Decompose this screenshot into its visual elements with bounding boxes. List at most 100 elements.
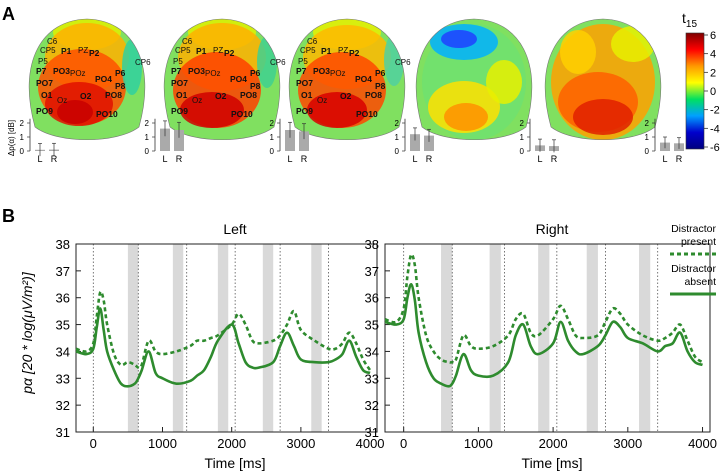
scalp-blob [573,99,633,135]
electrode-label: Oz [317,96,327,105]
y-tick-label: 37 [56,264,70,279]
scalp-outline [28,18,146,140]
electrode-label: P7 [296,66,307,76]
series-line-distractor-present [75,290,372,371]
electrode-label: P8 [250,81,261,91]
shaded-band [217,244,229,432]
electrode-label: PZ [213,46,223,55]
legend-present-label-1: Distractor [671,223,716,235]
electrode-label: P7 [36,66,47,76]
electrode-label: O2 [215,91,227,101]
electrode-label: PO4 [95,74,112,84]
electrode-label: PO3 [53,66,70,76]
electrode-label: PZ [78,46,88,55]
bar-inset: 2 1 0 L R [145,118,184,164]
shaded-band [639,244,651,432]
chart-left-ylabel: pα [20 * log(μV/m²)] [19,271,35,395]
electrode-label: Oz [192,96,202,105]
electrode-label: PO3 [313,66,330,76]
inset-bar [299,131,309,151]
electrode-label: O1 [41,90,53,100]
chart-right-title: Right [536,221,569,237]
chart-left-xlabel: Time [ms] [205,455,266,471]
colorbar-tick-label: 4 [710,49,716,61]
electrode-label: P6 [375,68,386,78]
electrode-label: CP6 [135,58,151,67]
electrode-label: O1 [176,90,188,100]
electrode-label: PO4 [230,74,247,84]
colorbar-tick-label: -2 [710,105,720,117]
inset-category-label: L [662,154,667,164]
scalp-outline [288,18,406,140]
shaded-band [441,244,453,432]
electrode-label: P5 [298,57,308,66]
inset-category-label: L [412,154,417,164]
inset-category-label: R [51,154,58,164]
inset-tick-label: 2 [145,119,150,128]
colorbar-tick-label: 0 [710,86,716,98]
electrode-label: P7 [171,66,182,76]
legend-present-label-2: present [681,236,716,248]
y-tick-label: 35 [56,318,70,333]
electrode-label: P6 [250,68,261,78]
electrode-label: PO8 [105,90,122,100]
electrode-label: PO10 [96,109,118,119]
x-tick-label: 2000 [217,436,246,451]
shaded-band [538,244,550,432]
electrode-label: POz [330,69,346,78]
scalp-blob [57,100,93,124]
inset-bar [174,130,184,151]
inset-tick-label: 0 [645,147,650,156]
inset-tick-label: 1 [395,133,400,142]
bar-inset: 2 1 0 L R [395,118,434,164]
colorbar-tick-label: 2 [710,67,716,79]
colorbar-tick-label: 6 [710,30,716,42]
y-tick-label: 31 [365,425,379,440]
scalp-map [545,19,661,140]
shaded-band [262,244,274,432]
electrode-label: P8 [115,81,126,91]
scalp-blob [444,103,488,131]
colorbar: t15 6 4 2 0 -2 -4 -6 [682,10,720,154]
electrode-label: CP6 [395,58,411,67]
y-tick-label: 34 [56,344,70,359]
inset-tick-label: 2 [520,119,525,128]
scalp-blob [122,39,142,95]
inset-bar [410,134,420,151]
inset-tick-label: 0 [145,147,150,156]
scalp-blob [611,26,655,62]
inset-tick-label: 0 [520,147,525,156]
electrode-label: P8 [375,81,386,91]
inset-tick-label: 0 [270,147,275,156]
legend-absent-label-2: absent [684,276,716,288]
electrode-label: Oz [57,96,67,105]
bar-inset: 2 1 0 L R [270,118,309,164]
y-tick-label: 38 [56,237,70,252]
electrode-label: C6 [47,37,58,46]
electrode-label: PZ [338,46,348,55]
scalp-blob [180,92,244,128]
y-tick-label: 32 [365,398,379,413]
inset-tick-label: 2 [20,119,25,128]
electrode-label: PO10 [356,109,378,119]
y-tick-label: 37 [365,264,379,279]
colorbar-tick-label: -4 [710,123,720,135]
panel-a-label: A [2,4,15,24]
scalp-blob [441,30,477,48]
shaded-band [127,244,139,432]
colorbar-title: t15 [682,10,697,30]
inset-category-label: R [301,154,308,164]
bar-inset: 2 1 0 L R [20,118,59,164]
electrode-label: PO7 [36,78,53,88]
y-tick-label: 33 [365,371,379,386]
scalp-map [289,19,405,140]
chart-left: Left Time [ms] pα [20 * log(μV/m²)] 0 100… [19,221,385,471]
x-tick-label: 1000 [464,436,493,451]
inset-category-label: R [426,154,433,164]
electrode-label: P2 [224,48,235,58]
y-tick-label: 36 [56,291,70,306]
x-tick-label: 0 [90,436,97,451]
